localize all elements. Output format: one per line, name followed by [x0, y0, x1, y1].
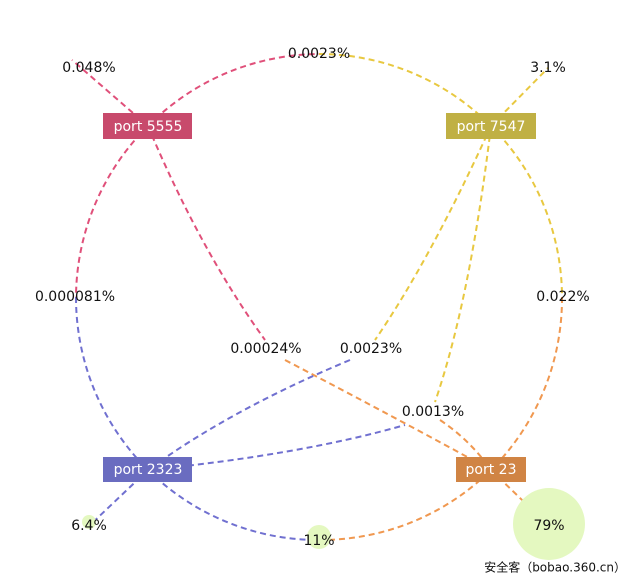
- node-box: [103, 113, 192, 139]
- edge: [434, 125, 492, 403]
- edge: [374, 125, 492, 341]
- node: port 5555: [103, 113, 192, 139]
- node-label: port 2323: [114, 462, 183, 478]
- edge-label: 0.0023%: [340, 341, 402, 357]
- node-label: port 23: [466, 462, 517, 478]
- edge: [74, 296, 149, 471]
- edge: [147, 424, 406, 471]
- edge: [490, 125, 563, 298]
- edge: [75, 125, 149, 298]
- edge: [71, 59, 149, 127]
- node: port 2323: [103, 457, 192, 482]
- edge-label: 0.00024%: [230, 341, 301, 357]
- edge-label: 11%: [303, 533, 334, 549]
- bubble: [513, 488, 585, 560]
- edge-label: 0.0023%: [288, 46, 350, 62]
- edge-label: 79%: [533, 518, 564, 534]
- bubble: [82, 515, 96, 529]
- edge-label: 0.048%: [62, 60, 115, 76]
- edge-label: 0.000081%: [35, 289, 115, 305]
- edge: [147, 469, 320, 542]
- bubble: [307, 525, 331, 549]
- node-box: [446, 113, 536, 139]
- edge-label: 3.1%: [530, 60, 566, 76]
- node: port 23: [456, 457, 526, 482]
- edge: [318, 53, 492, 127]
- node-box: [456, 457, 526, 482]
- edge-label: 0.0013%: [402, 404, 464, 420]
- edge: [147, 125, 266, 341]
- edge: [284, 359, 492, 471]
- node-label: port 5555: [114, 119, 183, 135]
- edge-label: 0.022%: [536, 289, 589, 305]
- node-box: [103, 457, 192, 482]
- node: port 7547: [446, 113, 536, 139]
- edge: [490, 296, 564, 471]
- watermark: 安全客（bobao.360.cn）: [484, 560, 626, 575]
- edge: [147, 359, 351, 471]
- node-label: port 7547: [457, 119, 526, 135]
- edge: [147, 53, 320, 127]
- edge: [318, 469, 492, 542]
- edge-label: 6.4%: [71, 518, 107, 534]
